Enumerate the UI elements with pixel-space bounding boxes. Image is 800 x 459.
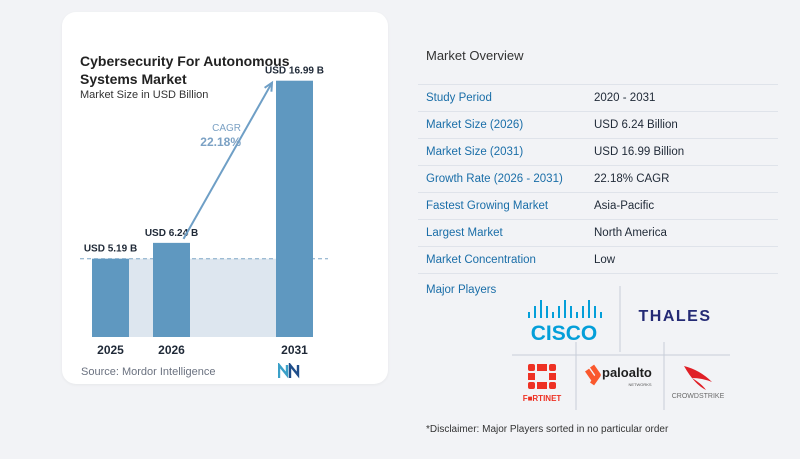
svg-text:CISCO: CISCO [531, 322, 598, 345]
x-tick-label: 2031 [281, 343, 308, 357]
source-note: Source: Mordor Intelligence [81, 366, 216, 378]
major-players-title: Major Players [426, 284, 497, 296]
overview-row-value: Low [586, 246, 778, 274]
x-tick-label: 2025 [97, 343, 124, 357]
paloalto-logo: paloalto NETWORKS [585, 364, 652, 387]
overview-row-label: Market Size (2026) [418, 111, 586, 139]
overview-row-value: 22.18% CAGR [586, 165, 778, 193]
crowdstrike-logo: CROWDSTRIKE [672, 366, 725, 400]
overview-title: Market Overview [426, 48, 524, 63]
overview-row-value: USD 16.99 Billion [586, 138, 778, 166]
cisco-logo: CISCO [528, 300, 602, 345]
overview-row-label: Market Size (2031) [418, 138, 586, 166]
bar [276, 80, 313, 337]
svg-text:NETWORKS: NETWORKS [628, 382, 651, 387]
bar-value-label: USD 5.19 B [84, 244, 137, 255]
cagr-arrow-head [264, 80, 274, 92]
major-players-logos: CISCO THALES F■RTINET paloalto NETWORKS … [512, 286, 730, 410]
fortinet-logo: F■RTINET [523, 364, 562, 403]
overview-row: Market Size (2026) USD 6.24 Billion [418, 111, 778, 139]
overview-row-label: Market Concentration [418, 246, 586, 274]
chart-title: Cybersecurity For Autonomous Systems Mar… [80, 53, 290, 87]
chart-subtitle: Market Size in USD Billion [80, 89, 209, 101]
svg-text:paloalto: paloalto [602, 365, 652, 380]
overview-row: Fastest Growing Market Asia-Pacific [418, 192, 778, 220]
overview-row-value: 2020 - 2031 [586, 84, 778, 112]
overview-row: Growth Rate (2026 - 2031) 22.18% CAGR [418, 165, 778, 193]
overview-row-label: Fastest Growing Market [418, 192, 586, 220]
cagr-value: 22.18% [200, 135, 241, 149]
overview-row: Largest Market North America [418, 219, 778, 247]
overview-row-label: Largest Market [418, 219, 586, 247]
overview-row-value: North America [586, 219, 778, 247]
overview-row-label: Study Period [418, 84, 586, 112]
overview-row: Market Concentration Low [418, 246, 778, 274]
overview-row-label: Growth Rate (2026 - 2031) [418, 165, 586, 193]
cagr-label: CAGR [212, 123, 241, 134]
thales-logo: THALES [639, 308, 712, 325]
disclaimer: *Disclaimer: Major Players sorted in no … [426, 424, 669, 435]
overview-row: Market Size (2031) USD 16.99 Billion [418, 138, 778, 166]
mordor-logo-icon [278, 363, 300, 379]
overview-table: Study Period 2020 - 2031 Market Size (2026… [418, 84, 778, 274]
overview-row-value: Asia-Pacific [586, 192, 778, 220]
x-tick-label: 2026 [158, 343, 185, 357]
bar-chart: USD 5.19 B 2025 USD 6.24 B 2026 USD 16.99 B 2… [80, 66, 328, 357]
bar [92, 258, 129, 337]
svg-text:F■RTINET: F■RTINET [523, 394, 562, 403]
svg-text:CROWDSTRIKE: CROWDSTRIKE [672, 393, 725, 400]
bar-value-label: USD 6.24 B [145, 228, 198, 239]
bar-value-label: USD 16.99 B [265, 66, 324, 77]
bar [153, 242, 190, 337]
overview-row-value: USD 6.24 Billion [586, 111, 778, 139]
overview-row: Study Period 2020 - 2031 [418, 84, 778, 112]
cagr-arrow [182, 82, 273, 240]
